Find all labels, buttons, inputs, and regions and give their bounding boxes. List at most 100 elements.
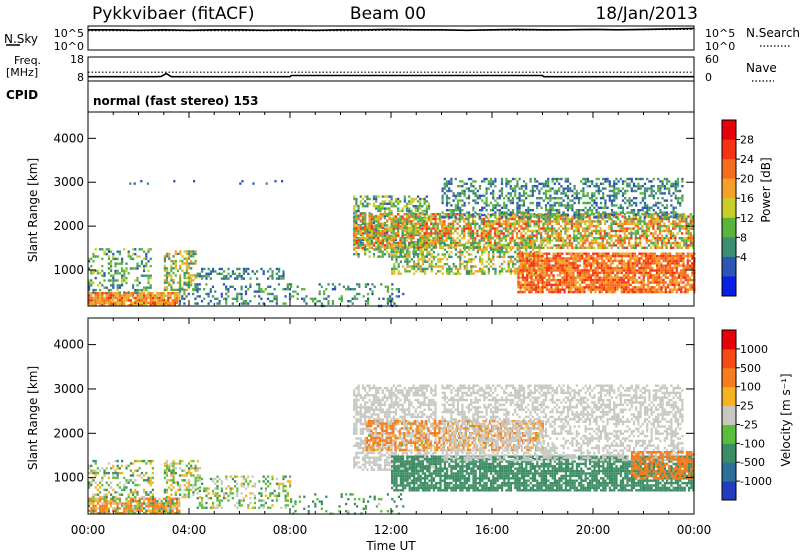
- data-cell: [511, 197, 515, 200]
- data-cell: [364, 217, 367, 220]
- data-cell: [559, 225, 563, 228]
- data-cell: [584, 239, 587, 242]
- data-cell: [586, 239, 589, 242]
- data-cell: [421, 209, 424, 213]
- data-cell: [542, 237, 545, 240]
- data-cell: [312, 297, 315, 300]
- data-cell: [413, 265, 416, 268]
- data-cell: [631, 288, 634, 291]
- data-cell: [548, 283, 551, 287]
- data-cell: [595, 225, 598, 228]
- data-cell: [539, 276, 542, 279]
- data-cell: [507, 260, 510, 263]
- data-cell: [394, 219, 398, 222]
- data-cell: [410, 241, 413, 245]
- data-cell: [198, 272, 201, 275]
- data-cell: [516, 201, 519, 205]
- data-cell: [110, 296, 113, 300]
- data-cell: [479, 255, 482, 259]
- data-cell: [269, 292, 272, 296]
- data-cell: [368, 220, 371, 223]
- data-cell: [504, 225, 508, 228]
- data-cell: [359, 227, 362, 230]
- data-cell: [556, 264, 560, 267]
- data-cell: [655, 257, 659, 260]
- data-cell: [666, 269, 670, 272]
- data-cell: [172, 255, 175, 258]
- data-cell: [537, 290, 540, 294]
- data-cell: [645, 215, 648, 218]
- data-cell: [493, 222, 497, 225]
- data-cell: [523, 276, 527, 279]
- data-cell: [370, 220, 373, 223]
- data-cell: [608, 213, 611, 216]
- data-cell: [684, 283, 687, 287]
- data-cell: [408, 253, 411, 256]
- data-cell: [185, 271, 188, 275]
- data-cell: [631, 257, 634, 260]
- data-cell: [419, 241, 422, 245]
- data-cell: [643, 229, 646, 233]
- data-cell: [249, 285, 252, 288]
- data-cell: [467, 189, 471, 193]
- data-cell: [399, 237, 402, 240]
- data-cell: [129, 294, 132, 297]
- data-cell: [625, 288, 628, 291]
- data-cell: [489, 192, 493, 195]
- data-cell: [225, 300, 228, 303]
- data-cell: [647, 257, 650, 260]
- data-cell: [528, 281, 531, 284]
- data-cell: [590, 244, 593, 247]
- data-cell: [118, 252, 121, 256]
- data-cell: [625, 246, 629, 249]
- data-cell: [579, 225, 582, 228]
- data-cell: [390, 195, 393, 198]
- data-cell: [585, 286, 588, 289]
- data-cell: [556, 262, 560, 265]
- data-cell: [555, 213, 558, 216]
- data-cell: [583, 281, 586, 284]
- data-cell: [364, 238, 367, 241]
- data-cell: [483, 213, 486, 217]
- data-cell: [631, 254, 634, 258]
- data-cell: [172, 259, 175, 263]
- data-cell: [201, 267, 204, 271]
- data-cell: [597, 220, 600, 223]
- data-cell: [529, 222, 532, 225]
- data-cell: [570, 244, 574, 247]
- data-cell: [500, 180, 504, 183]
- data-cell: [421, 205, 424, 208]
- data-cell: [577, 241, 580, 245]
- data-cell: [179, 264, 182, 268]
- data-cell: [403, 217, 406, 221]
- data-cell: [598, 278, 601, 282]
- data-cell: [669, 215, 673, 218]
- data-cell: [652, 232, 655, 235]
- data-cell: [143, 267, 146, 270]
- data-cell: [468, 260, 471, 263]
- data-cell: [532, 281, 535, 284]
- data-cell: [535, 239, 538, 242]
- data-cell: [642, 259, 645, 263]
- data-cell: [674, 220, 677, 223]
- data-cell: [370, 227, 373, 230]
- data-cell: [612, 220, 615, 223]
- data-cell: [190, 279, 193, 282]
- data-cell: [631, 278, 634, 282]
- data-cell: [397, 200, 400, 203]
- data-cell: [529, 225, 532, 228]
- data-cell: [394, 246, 398, 249]
- data-cell: [557, 215, 560, 218]
- data-cell: [467, 177, 471, 181]
- data-cell: [405, 217, 409, 221]
- data-cell: [361, 217, 365, 221]
- data-cell: [391, 272, 394, 275]
- data-cell: [296, 285, 299, 288]
- data-cell: [410, 237, 413, 240]
- data-cell: [640, 254, 643, 258]
- data-cell: [496, 217, 499, 221]
- data-cell: [101, 304, 104, 307]
- data-cell: [519, 276, 522, 279]
- data-cell: [355, 200, 358, 203]
- data-cell: [426, 260, 429, 263]
